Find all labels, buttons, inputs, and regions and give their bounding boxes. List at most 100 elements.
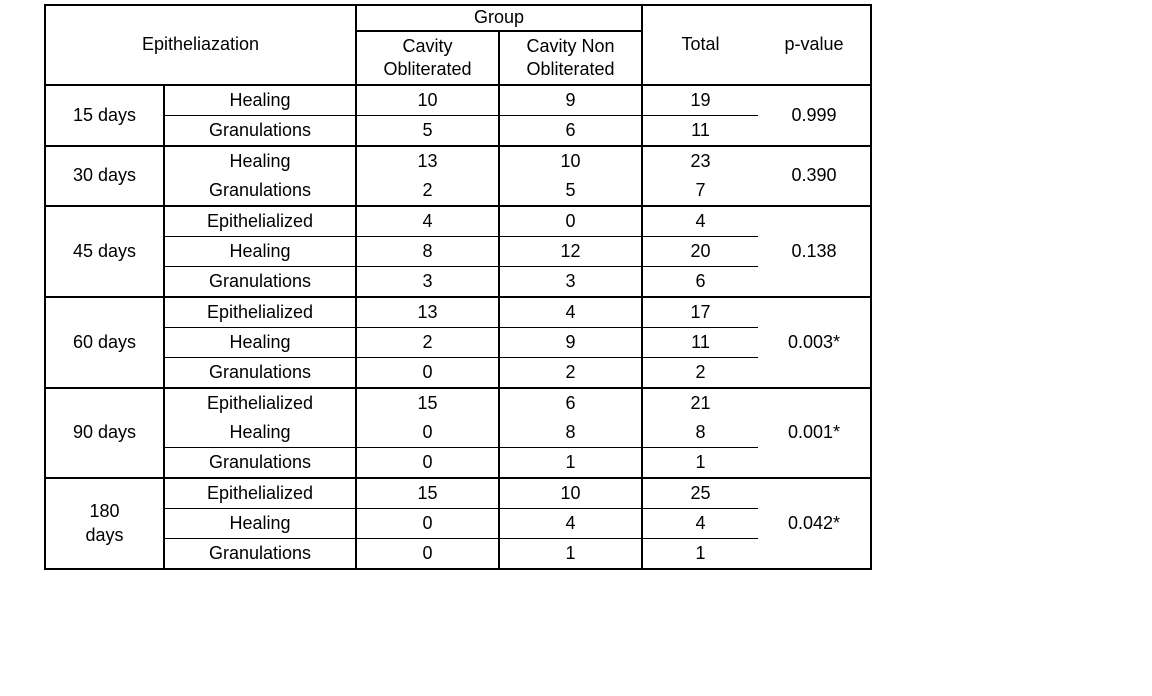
cavity-non-obliterated-value-cell: 1 bbox=[499, 538, 643, 569]
cavity-obliterated-value-cell: 13 bbox=[356, 145, 500, 176]
table-row: Healing 0 8 8 bbox=[45, 418, 871, 448]
cavity-non-obliterated-value-cell: 5 bbox=[499, 176, 643, 206]
table-container: Epitheliazation Group Total p-value Cavi… bbox=[44, 4, 872, 570]
cavity-obliterated-value-cell: 0 bbox=[356, 418, 500, 448]
time-period-cell: 90 days bbox=[45, 387, 165, 478]
p-value-cell: 0.390 bbox=[758, 145, 871, 206]
total-value-cell: 4 bbox=[642, 205, 758, 237]
category-cell: Healing bbox=[164, 145, 357, 176]
header-group: Group bbox=[356, 5, 643, 32]
table-row: 45 days Epithelialized 4 0 4 0.138 bbox=[45, 205, 871, 297]
cavity-non-obliterated-value-cell: 10 bbox=[499, 477, 643, 509]
table-row: Healing 8 12 20 bbox=[45, 236, 871, 267]
category-cell: Epithelialized bbox=[164, 296, 357, 328]
total-value-cell: 1 bbox=[695, 542, 706, 563]
time-period-cell: 180 days bbox=[45, 477, 165, 569]
header-epitheliazation: Epitheliazation bbox=[45, 5, 357, 86]
category-cell: Healing bbox=[164, 84, 357, 116]
cavity-non-obliterated-value-cell: 9 bbox=[499, 84, 643, 116]
cavity-obliterated-value-cell: 15 bbox=[356, 477, 500, 509]
p-value-cell: 0.138 bbox=[758, 205, 871, 297]
time-period-cell: 45 days bbox=[45, 205, 165, 297]
table-row: Granulations 2 5 7 bbox=[45, 176, 871, 206]
category-cell: Granulations bbox=[164, 447, 357, 478]
header-row-2: Cavity Obliterated Cavity Non Obliterate… bbox=[45, 31, 871, 86]
cavity-non-obliterated-value-cell: 0 bbox=[499, 205, 643, 237]
category-cell: Epithelialized bbox=[164, 477, 357, 509]
table-row: 60 days Epithelialized 13 4 17 0.003* bbox=[45, 296, 871, 388]
total-value-cell: 1 bbox=[695, 451, 706, 472]
p-value-cell: 0.999 bbox=[758, 84, 871, 146]
cavity-obliterated-value-cell: 3 bbox=[356, 266, 500, 297]
total-value-cell: 11 bbox=[691, 119, 710, 140]
cavity-non-obliterated-value-cell: 4 bbox=[499, 296, 643, 328]
table-row: Granulations 5 6 11 bbox=[45, 115, 871, 146]
cavity-obliterated-value-cell: 0 bbox=[356, 447, 500, 478]
table-row: 180 days Epithelialized 15 10 25 0.042* bbox=[45, 477, 871, 569]
cavity-obliterated-value-cell: 8 bbox=[356, 236, 500, 267]
header-total: Total bbox=[642, 5, 758, 86]
cavity-obliterated-value-cell: 2 bbox=[356, 327, 500, 358]
time-period-cell: 30 days bbox=[45, 145, 165, 206]
cavity-obliterated-value-cell: 15 bbox=[356, 387, 500, 418]
category-cell: Healing bbox=[164, 236, 357, 267]
table-row: Granulations 0 1 1 bbox=[45, 538, 871, 569]
category-cell: Granulations bbox=[164, 357, 357, 388]
total-value-cell: 7 bbox=[695, 179, 706, 200]
cavity-obliterated-value-cell: 13 bbox=[356, 296, 500, 328]
cavity-obliterated-value-cell: 0 bbox=[356, 508, 500, 539]
time-period-cell: 60 days bbox=[45, 296, 165, 388]
total-value-cell: 11 bbox=[642, 327, 758, 358]
table-row: Healing 2 9 11 bbox=[45, 327, 871, 358]
total-value-cell: 20 bbox=[642, 236, 758, 267]
total-value-cell: 17 bbox=[642, 296, 758, 328]
cavity-non-obliterated-value-cell: 8 bbox=[499, 418, 643, 448]
cavity-obliterated-value-cell: 0 bbox=[356, 357, 500, 388]
category-cell: Healing bbox=[164, 327, 357, 358]
table-row: Granulations 0 1 1 bbox=[45, 447, 871, 478]
cavity-obliterated-value-cell: 2 bbox=[356, 176, 500, 206]
p-value-cell: 0.001* bbox=[758, 387, 871, 478]
total-value-cell: 2 bbox=[695, 361, 706, 382]
p-value-cell: 0.042* bbox=[758, 477, 871, 569]
cavity-non-obliterated-value-cell: 10 bbox=[499, 145, 643, 176]
header-cavity-obliterated: Cavity Obliterated bbox=[356, 31, 500, 86]
cavity-non-obliterated-value-cell: 1 bbox=[499, 447, 643, 478]
category-cell: Epithelialized bbox=[164, 387, 357, 418]
time-period-cell: 15 days bbox=[45, 84, 165, 146]
cavity-obliterated-value-cell: 0 bbox=[356, 538, 500, 569]
header-cavity-non-obliterated: Cavity Non Obliterated bbox=[499, 31, 643, 86]
table-body: 15 days Healing 10 9 19 0.999 Granulations 5 6 11… bbox=[45, 84, 871, 569]
total-value-cell: 4 bbox=[642, 508, 758, 539]
category-cell: Granulations bbox=[164, 266, 357, 297]
category-cell: Granulations bbox=[164, 538, 357, 569]
table-row: Healing 0 4 4 bbox=[45, 508, 871, 539]
cavity-non-obliterated-value-cell: 2 bbox=[499, 357, 643, 388]
p-value-cell: 0.003* bbox=[758, 296, 871, 388]
epithelialization-table: Epitheliazation Group Total p-value Cavi… bbox=[44, 4, 872, 570]
table-row: Granulations 0 2 2 bbox=[45, 357, 871, 388]
cavity-non-obliterated-value-cell: 9 bbox=[499, 327, 643, 358]
header-row-1: Epitheliazation Group Total p-value bbox=[45, 5, 871, 86]
table-header: Epitheliazation Group Total p-value Cavi… bbox=[45, 5, 871, 86]
total-value-cell: 8 bbox=[642, 418, 758, 448]
cavity-non-obliterated-value-cell: 12 bbox=[499, 236, 643, 267]
header-p-value: p-value bbox=[758, 5, 871, 86]
table-row: 30 days Healing 13 10 23 0.390 bbox=[45, 145, 871, 206]
category-cell: Healing bbox=[164, 418, 357, 448]
cavity-obliterated-value-cell: 4 bbox=[356, 205, 500, 237]
total-value-cell: 21 bbox=[642, 387, 758, 418]
category-cell: Granulations bbox=[164, 176, 357, 206]
table-row: 90 days Epithelialized 15 6 21 0.001* bbox=[45, 387, 871, 478]
cavity-non-obliterated-value-cell: 4 bbox=[499, 508, 643, 539]
table-row: 15 days Healing 10 9 19 0.999 bbox=[45, 84, 871, 146]
total-value-cell: 25 bbox=[642, 477, 758, 509]
category-cell: Epithelialized bbox=[164, 205, 357, 237]
total-value-cell: 6 bbox=[695, 270, 706, 291]
category-cell: Healing bbox=[164, 508, 357, 539]
total-value-cell: 19 bbox=[642, 84, 758, 116]
table-row: Granulations 3 3 6 bbox=[45, 266, 871, 297]
cavity-obliterated-value-cell: 10 bbox=[356, 84, 500, 116]
category-cell: Granulations bbox=[164, 115, 357, 146]
cavity-non-obliterated-value-cell: 3 bbox=[499, 266, 643, 297]
